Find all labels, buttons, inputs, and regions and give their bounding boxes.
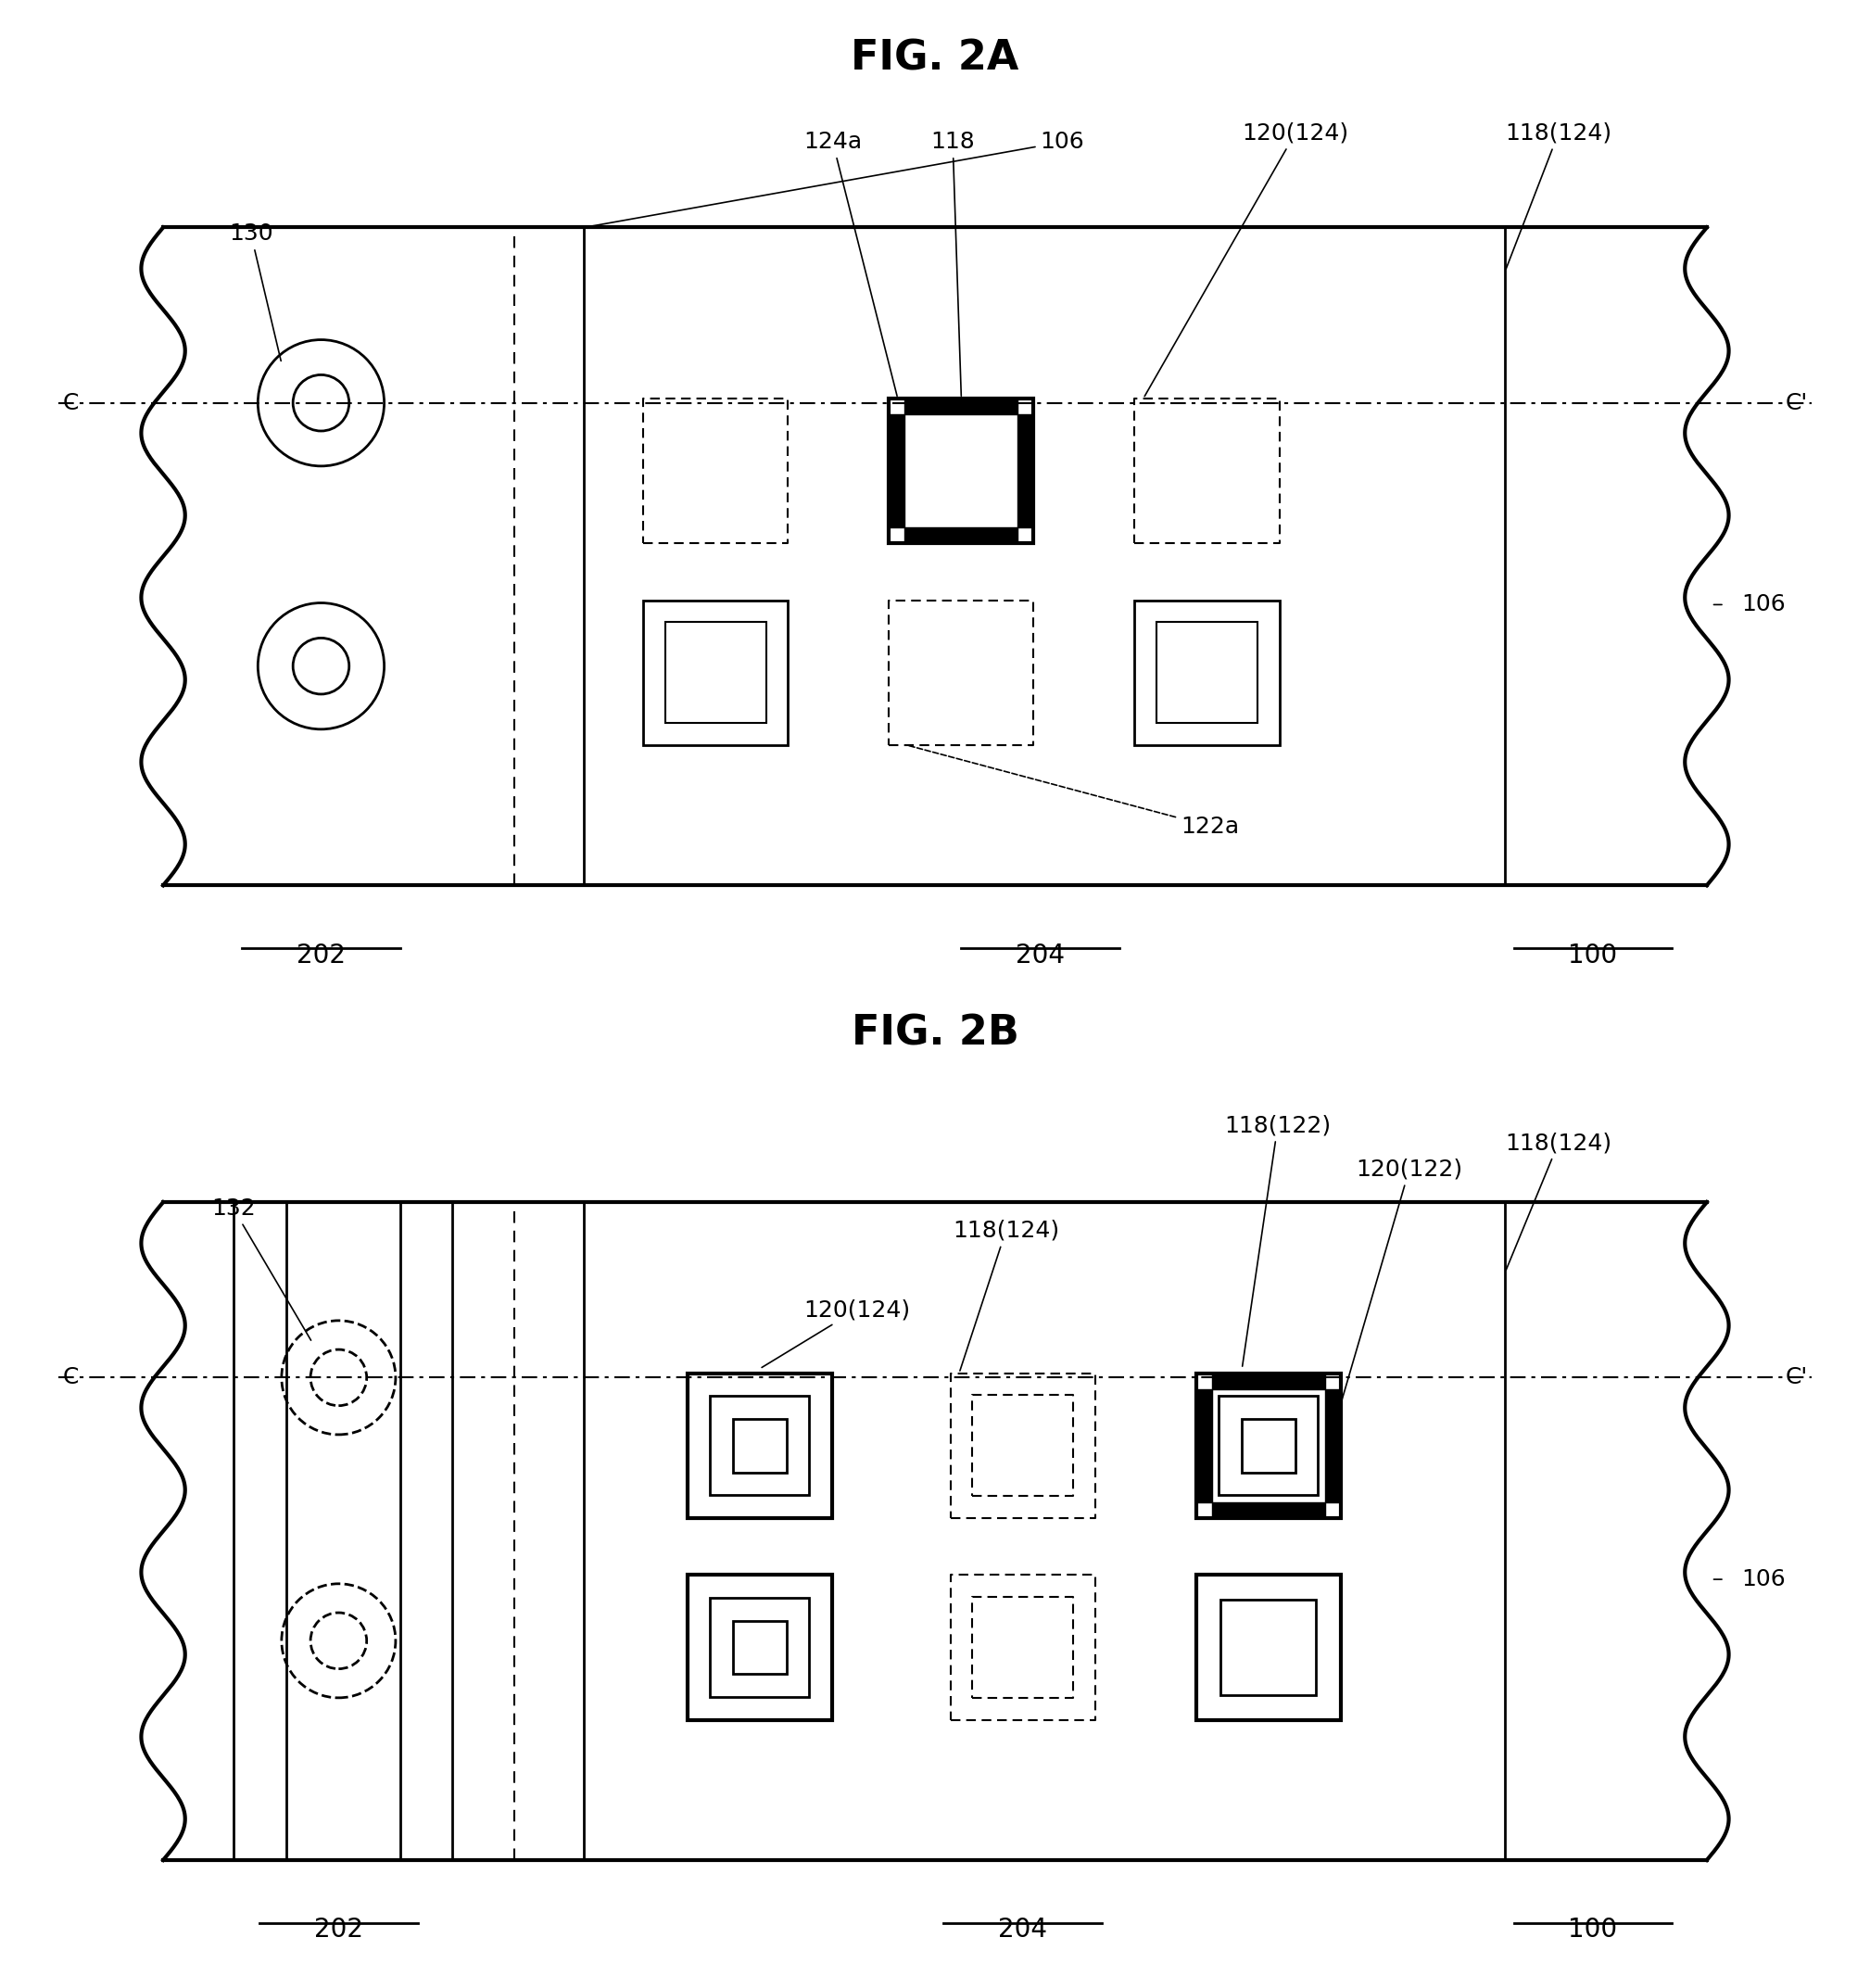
- Text: 120(124): 120(124): [1144, 121, 1348, 396]
- Bar: [1242, 1419, 1296, 1473]
- Bar: [733, 1620, 785, 1674]
- Text: 202: 202: [297, 942, 346, 968]
- Text: C: C: [62, 392, 79, 414]
- Bar: [1197, 1574, 1341, 1720]
- Bar: [888, 398, 1034, 543]
- Text: C': C': [1786, 392, 1808, 414]
- Title: FIG. 2A: FIG. 2A: [851, 38, 1019, 78]
- Text: 120(124): 120(124): [761, 1298, 911, 1368]
- Text: 204: 204: [1015, 942, 1064, 968]
- Text: 122a: 122a: [909, 746, 1240, 837]
- Text: 132: 132: [211, 1197, 310, 1340]
- Bar: [643, 600, 787, 746]
- Text: 118(122): 118(122): [1225, 1115, 1331, 1366]
- Bar: [1197, 1390, 1212, 1503]
- Text: 106: 106: [587, 131, 1085, 227]
- Bar: [1197, 1374, 1341, 1519]
- Bar: [733, 1419, 785, 1473]
- Text: 202: 202: [314, 1916, 363, 1942]
- Bar: [1017, 414, 1034, 527]
- Bar: [686, 1374, 832, 1519]
- Bar: [1219, 1396, 1318, 1495]
- Bar: [888, 414, 905, 527]
- Text: 100: 100: [1569, 1916, 1618, 1942]
- Bar: [1135, 600, 1279, 746]
- Text: 118(124): 118(124): [1505, 1131, 1612, 1270]
- Bar: [1221, 1600, 1316, 1696]
- Bar: [1324, 1390, 1341, 1503]
- Text: 118: 118: [931, 131, 974, 396]
- Text: 130: 130: [228, 223, 280, 362]
- Bar: [1212, 1503, 1324, 1519]
- Text: 118(124): 118(124): [1505, 121, 1612, 268]
- Bar: [711, 1598, 810, 1698]
- Bar: [1212, 1374, 1324, 1390]
- Text: 124a: 124a: [804, 131, 898, 396]
- Bar: [711, 1396, 810, 1495]
- Text: C': C': [1786, 1366, 1808, 1390]
- Bar: [686, 1574, 832, 1720]
- Bar: [905, 527, 1017, 543]
- Bar: [1156, 622, 1257, 724]
- Text: 106: 106: [1741, 1569, 1786, 1590]
- Title: FIG. 2B: FIG. 2B: [851, 1014, 1019, 1054]
- Bar: [666, 622, 767, 724]
- Text: 118(124): 118(124): [952, 1219, 1058, 1372]
- Text: 100: 100: [1569, 942, 1618, 968]
- Text: 120(122): 120(122): [1337, 1159, 1462, 1417]
- Bar: [905, 398, 1017, 414]
- Text: 204: 204: [999, 1916, 1047, 1942]
- Text: 106: 106: [1741, 594, 1786, 616]
- Text: C: C: [62, 1366, 79, 1390]
